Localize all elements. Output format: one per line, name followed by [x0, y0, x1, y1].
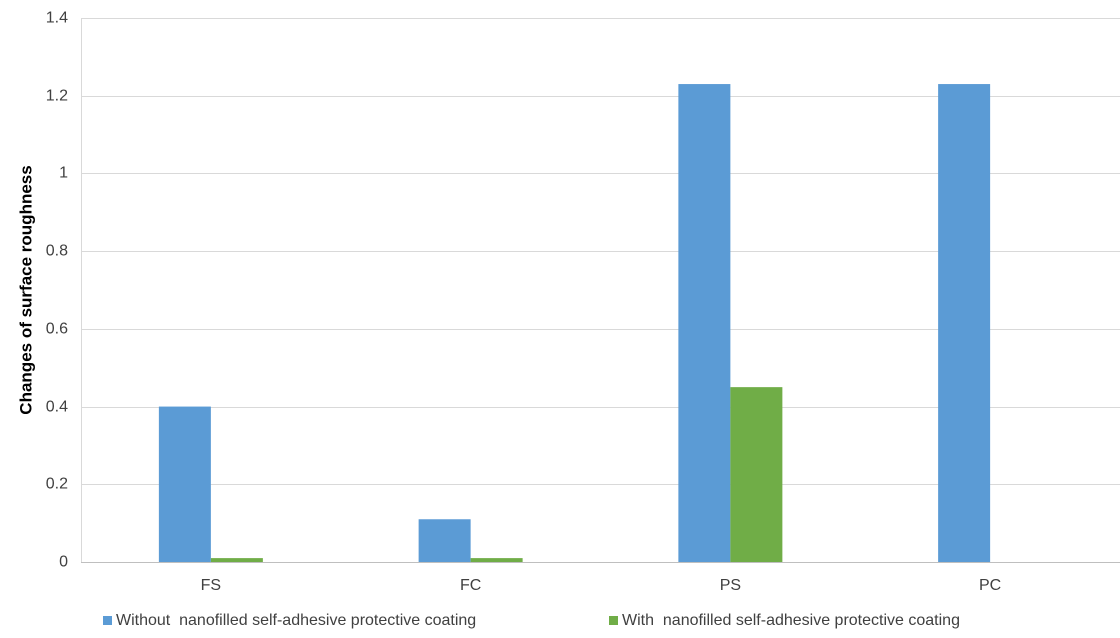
gridlines — [81, 18, 1120, 485]
y-tick-label: 0 — [59, 554, 68, 571]
bar-fc-series-1 — [418, 519, 471, 562]
bar-fc-series-2 — [470, 558, 523, 562]
bar-fs-series-1 — [158, 406, 211, 562]
y-tick-label: 1 — [59, 165, 68, 182]
y-axis-label: Changes of surface roughness — [16, 165, 35, 414]
y-tick-label: 0.4 — [46, 399, 68, 416]
legend-swatch-series-2 — [609, 616, 618, 625]
x-tick-label: FS — [201, 577, 221, 594]
bar-ps-series-1 — [678, 84, 731, 563]
axes: 0 0.2 0.4 0.6 0.8 1 1.2 1.4 FS FC PS PC — [46, 10, 1120, 594]
x-tick-label: PS — [720, 577, 741, 594]
y-tick-label: 0.2 — [46, 476, 68, 493]
y-tick-label: 0.8 — [46, 243, 68, 260]
x-tick-label: FC — [460, 577, 481, 594]
x-tick-label: PC — [979, 577, 1001, 594]
bar-fs-series-2 — [210, 558, 263, 562]
bars — [158, 84, 991, 563]
bar-ps-series-2 — [730, 387, 783, 562]
y-tick-label: 0.6 — [46, 321, 68, 338]
y-tick-label: 1.2 — [46, 88, 68, 105]
y-tick-label: 1.4 — [46, 10, 68, 27]
legend-swatch-series-1 — [103, 616, 112, 625]
legend-label-series-2: With nanofilled self-adhesive protective… — [622, 612, 960, 629]
bar-pc-series-1 — [938, 84, 991, 563]
legend-label-series-1: Without nanofilled self-adhesive protect… — [116, 612, 476, 629]
legend: Without nanofilled self-adhesive protect… — [103, 612, 960, 629]
